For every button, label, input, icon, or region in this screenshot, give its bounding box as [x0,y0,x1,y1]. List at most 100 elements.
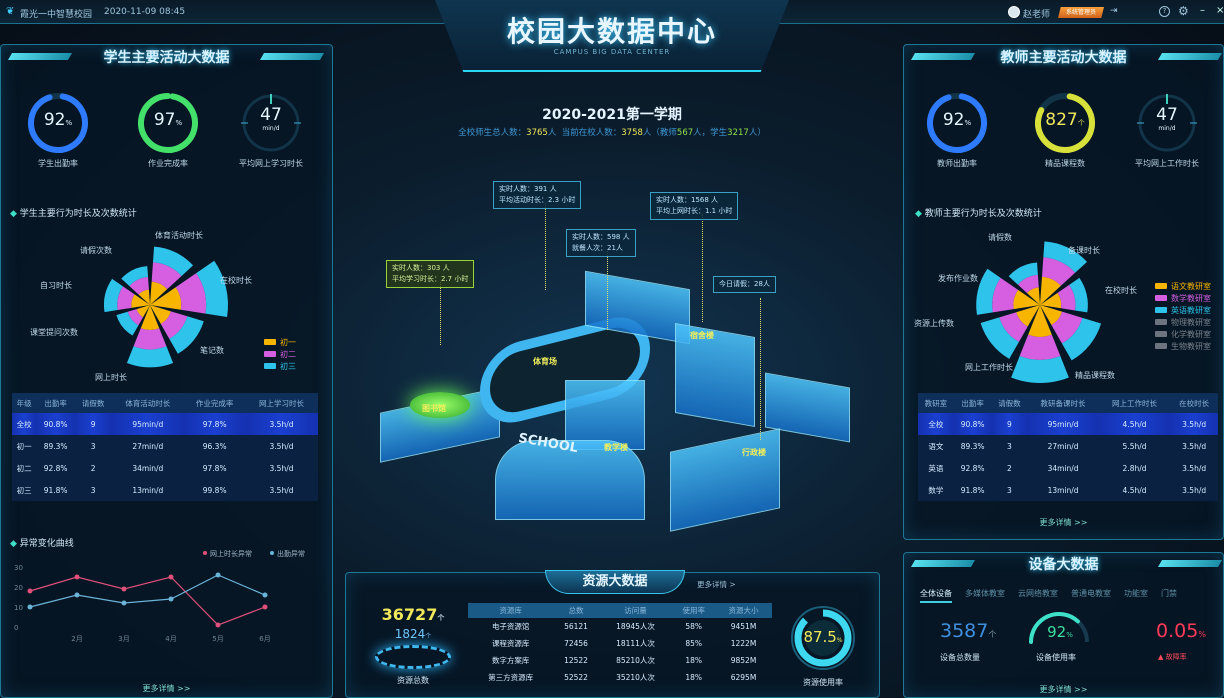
rose-segment-初一 [131,294,150,308]
building-callout[interactable]: 实时人数：303 人平均学习时长：2.7 小时 [386,260,475,288]
rose-segment-初二 [129,276,149,295]
device-tab[interactable]: 功能室 [1124,589,1148,598]
teacher-label: （教师 [651,128,677,138]
building-dorm[interactable] [675,322,755,428]
table-row[interactable]: 全校 90.8% 9 95min/d 4.5h/d 3.5h/d [918,413,1218,435]
column-header: 出勤率 [36,393,75,413]
table-row[interactable]: 英语 92.8% 2 34min/d 2.8h/d 3.5h/d [918,457,1218,479]
x-tick-label: 4月 [165,635,176,643]
gauge-value: 92% [43,110,73,130]
table-cell: 13min/d [111,479,185,501]
building-callout[interactable]: 实时人数：1568 人平均上网时长：1.1 小时 [650,192,739,220]
building-callout[interactable]: 实时人数：391 人平均活动时长：2.3 小时 [493,181,582,209]
device-more-link[interactable]: 更多详情 >> [1039,685,1088,694]
device-fault-value: 0.05 [1156,620,1199,642]
teacher-more-link[interactable]: 更多详情 >> [1039,518,1088,527]
table-row[interactable]: 课程资源库 72456 18111人次 85% 1222M [468,635,772,652]
legend-item[interactable]: 生物教研室 [1155,340,1211,352]
teacher-panel-title: 教师主要活动大数据 [1000,50,1127,66]
device-tab[interactable]: 门禁 [1161,589,1177,598]
building-admin[interactable] [670,428,780,532]
table-row[interactable]: 全校 90.8% 9 95min/d 97.8% 3.5h/d [12,413,318,435]
device-tab[interactable]: 多媒体教室 [965,589,1005,598]
device-tab[interactable]: 全体设备 [920,589,952,603]
rose-segment-初三 [121,266,149,287]
gauge-label: 学生出勤率 [38,159,78,168]
table-cell: 3.5h/d [1170,435,1218,457]
table-cell: 18111人次 [616,639,655,648]
minimize-icon[interactable]: – [1200,5,1205,16]
legend-item[interactable]: 初一 [264,336,296,348]
table-cell: 3.5h/d [245,413,318,435]
settings-icon[interactable]: ⚙ [1178,4,1189,18]
rose-category-label: 发布作业数 [938,274,978,283]
gauge-value: 47 min/d [1156,105,1178,132]
legend-item[interactable]: 初二 [264,348,296,360]
student-rose-chart [103,246,228,368]
data-point [121,600,127,606]
table-row[interactable]: 语文 89.3% 3 27min/d 5.5h/d 3.5h/d [918,435,1218,457]
teacher-value: 567 [676,128,694,138]
student-panel-title: 学生主要活动大数据 [103,50,230,66]
table-cell: 34min/d [111,457,185,479]
table-row[interactable]: 第三方资源库 52522 35210人次 18% 6295M [468,669,772,686]
close-icon[interactable]: × [1216,5,1224,16]
resource-panel-title: 资源大数据 [545,570,685,594]
data-point [27,588,33,594]
legend-item[interactable]: 初三 [264,360,296,372]
rose-category-label: 笔记数 [200,346,224,355]
avatar[interactable] [1008,6,1020,18]
legend-item[interactable]: 物理教研室 [1155,316,1211,328]
device-tab[interactable]: 云网络教室 [1018,589,1058,598]
table-cell: 92.8% [36,457,75,479]
library-glow [410,392,470,418]
warning-icon: ▲ [1158,653,1164,661]
total-value: 3765 [526,128,548,138]
logout-icon[interactable]: ⇥ [1110,6,1118,16]
device-total-value: 3587 [940,620,989,642]
table-row[interactable]: 初二 92.8% 2 34min/d 97.8% 3.5h/d [12,457,318,479]
resource-more-link[interactable]: 更多详情 > [697,580,736,589]
student-rose-title: 学生主要行为时长及次数统计 [10,206,137,219]
rose-segment-初三 [116,311,139,336]
device-total-unit: 个 [988,630,997,639]
legend-label: 网上时长异常 [210,549,252,558]
campus-3d-map[interactable] [340,170,900,570]
data-point [262,604,268,610]
legend-item[interactable]: 化学教研室 [1155,328,1211,340]
unit: 人 [642,128,652,138]
table-cell: 英语 [918,457,954,479]
help-icon[interactable]: ? [1159,6,1170,17]
table-cell: 5.5h/d [1098,435,1171,457]
table-cell: 91.8% [953,479,992,501]
legend-item[interactable]: 语文教研室 [1155,280,1211,292]
building-callout[interactable]: 今日请假：28人 [713,276,776,293]
table-row[interactable]: 初三 91.8% 3 13min/d 99.8% 3.5h/d [12,479,318,501]
data-point [168,596,174,602]
table-row[interactable]: 数字方案库 12522 85210人次 18% 9852M [468,652,772,669]
legend-item[interactable]: 数学教研室 [1155,292,1211,304]
rose-segment-初二 [117,286,135,311]
callout-line: 平均上网时长：1.1 小时 [656,207,733,215]
unit: 人 [547,128,557,138]
device-tab[interactable]: 普通电教室 [1071,589,1111,598]
rose-segment-初二 [160,311,188,339]
rose-segment-英语教研室 [1043,241,1087,273]
table-cell: 3.5h/d [1170,457,1218,479]
column-header: 在校时长 [1170,393,1218,413]
building-school[interactable] [495,440,645,520]
student-more-link[interactable]: 更多详情 >> [142,684,191,693]
y-tick-label: 10 [14,604,23,612]
building-callout[interactable]: 实时人数：598 人就餐人次：21人 [566,229,636,257]
rose-segment-初三 [169,316,204,354]
rose-category-label: 精品课程数 [1075,371,1115,380]
gauge-label: 作业完成率 [148,159,188,168]
legend-item[interactable]: 英语教研室 [1155,304,1211,316]
table-row[interactable]: 初一 89.3% 3 27min/d 96.3% 3.5h/d [12,435,318,457]
device-fault-unit: % [1198,630,1206,639]
table-row[interactable]: 数学 91.8% 3 13min/d 4.5h/d 3.5h/d [918,479,1218,501]
table-row[interactable]: 电子资源馆 56121 18945人次 58% 9451M [468,618,772,635]
username[interactable]: 赵老师 [1023,10,1051,20]
legend-label: 初一 [280,337,296,347]
table-cell: 97.8% [184,413,246,435]
